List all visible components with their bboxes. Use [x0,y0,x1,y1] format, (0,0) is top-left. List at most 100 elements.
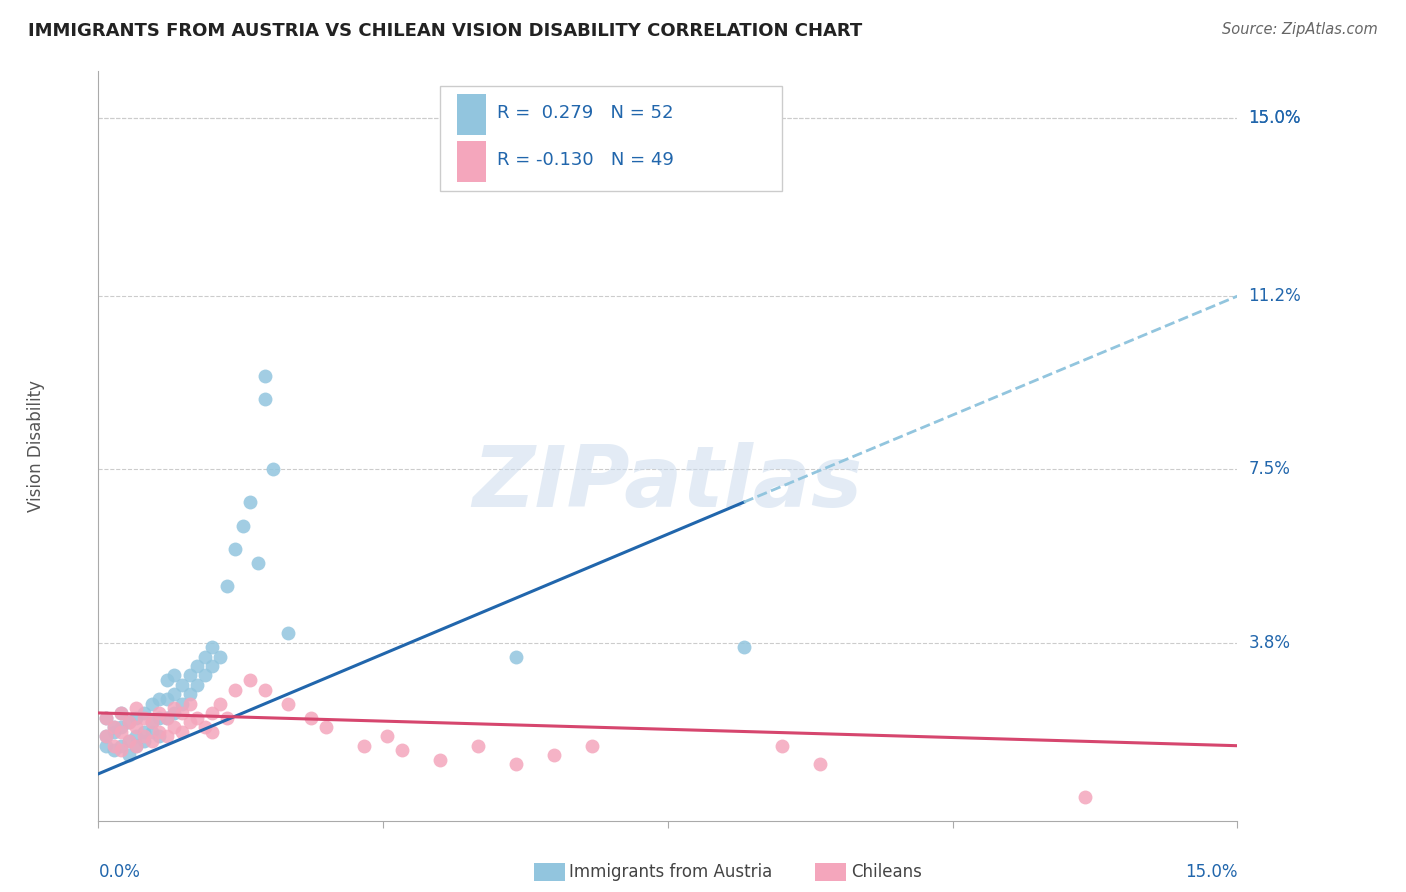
Point [808,757,831,772]
Text: 0.0%: 0.0% [98,863,141,880]
Point [217,710,239,724]
Point [163,720,186,734]
Point [110,739,132,753]
Point [156,710,179,724]
Point [118,734,141,748]
Text: Immigrants from Austria: Immigrants from Austria [569,863,773,881]
Bar [457,94,485,135]
Bar [457,141,485,182]
Point [429,753,451,767]
Point [315,720,337,734]
Point [201,659,224,673]
Point [103,743,125,757]
Point [201,706,224,720]
Point [277,697,299,711]
Point [232,518,254,533]
Point [141,697,163,711]
Point [194,649,217,664]
Point [208,649,231,664]
Point [94,710,117,724]
Point [141,715,163,730]
Point [132,730,155,744]
Point [103,724,125,739]
Point [224,541,246,557]
Text: ZIPatlas: ZIPatlas [472,442,863,525]
Point [179,697,201,711]
Point [132,710,155,724]
Text: 15.0%: 15.0% [1249,109,1301,128]
Point [179,668,201,682]
Point [239,495,262,509]
Point [125,720,148,734]
Point [103,739,125,753]
Point [201,640,224,655]
Point [194,720,217,734]
Point [543,747,565,762]
Point [186,659,208,673]
Point [224,682,246,697]
Point [118,715,141,730]
Point [163,668,186,682]
Text: R = -0.130   N = 49: R = -0.130 N = 49 [498,151,673,169]
Point [254,682,277,697]
Point [125,710,148,724]
Point [103,720,125,734]
Point [170,678,193,692]
Point [110,743,132,757]
Point [179,687,201,701]
Point [375,730,398,744]
Point [148,724,170,739]
Point [125,701,148,715]
Point [156,710,179,724]
Point [163,706,186,720]
Text: 7.5%: 7.5% [1249,460,1291,478]
Text: R =  0.279   N = 52: R = 0.279 N = 52 [498,103,673,121]
Point [94,710,117,724]
Text: 15.0%: 15.0% [1249,109,1301,128]
Text: 11.2%: 11.2% [1249,287,1301,305]
Point [254,392,277,407]
Point [467,739,489,753]
Point [239,673,262,688]
Point [148,692,170,706]
Point [141,734,163,748]
Point [262,462,284,476]
Point [110,706,132,720]
Point [217,580,239,594]
Point [156,673,179,688]
Point [353,739,375,753]
Point [1074,790,1097,805]
Point [148,730,170,744]
Point [254,368,277,383]
Point [125,739,148,753]
Point [770,739,793,753]
Point [132,724,155,739]
Point [208,697,231,711]
Point [581,739,603,753]
Point [277,626,299,640]
Point [132,706,155,720]
Point [505,757,527,772]
Point [94,730,117,744]
Point [141,724,163,739]
Point [118,734,141,748]
Text: 15.0%: 15.0% [1185,863,1237,880]
Point [170,724,193,739]
Point [156,730,179,744]
Point [103,720,125,734]
Point [170,706,193,720]
Point [110,724,132,739]
Point [125,730,148,744]
Point [110,720,132,734]
Text: Vision Disability: Vision Disability [27,380,45,512]
Point [170,697,193,711]
Point [505,649,527,664]
Point [156,692,179,706]
Text: IMMIGRANTS FROM AUSTRIA VS CHILEAN VISION DISABILITY CORRELATION CHART: IMMIGRANTS FROM AUSTRIA VS CHILEAN VISIO… [28,22,862,40]
Point [118,715,141,730]
Point [125,739,148,753]
Point [246,556,269,570]
Point [118,747,141,762]
Point [186,678,208,692]
Text: Chileans: Chileans [851,863,921,881]
